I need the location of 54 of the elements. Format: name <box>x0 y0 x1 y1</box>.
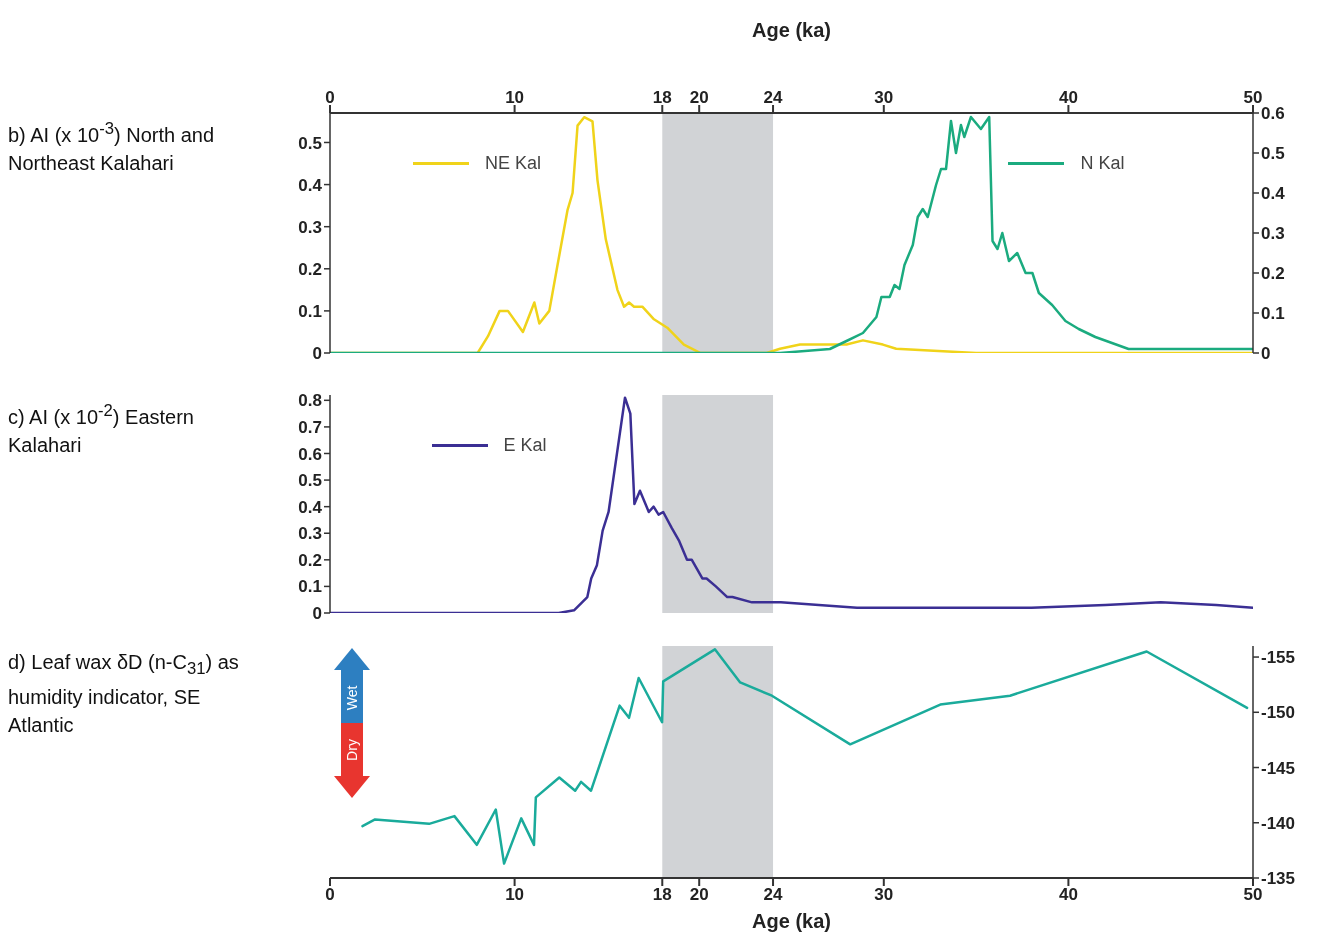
y-tick-label: 0.4 <box>298 497 323 517</box>
y-tick-label: 0.2 <box>298 550 322 570</box>
y2-tick-label: 0.6 <box>1261 104 1285 124</box>
text: c) AI (x 10$^{-2}$) Eastern Kalahari <box>8 401 194 456</box>
y2-tick-label: 0.1 <box>1261 304 1285 324</box>
y2-tick-label: 0.4 <box>1261 184 1286 204</box>
x-tick-label: 40 <box>1058 88 1078 107</box>
x-tick-label: 10 <box>505 88 525 107</box>
x-tick-label: 20 <box>689 885 709 905</box>
y-tick-label: 0.5 <box>298 471 322 491</box>
x-tick-label: 30 <box>874 88 894 107</box>
annotation: Wet <box>343 685 360 711</box>
y-tick-label: 0.3 <box>298 524 322 544</box>
y2-tick-label: 0.5 <box>1261 144 1285 164</box>
annotation: Dry <box>344 739 360 761</box>
x-axis-title: Age (ka) <box>752 19 831 42</box>
y2-tick-label: -145 <box>1261 758 1296 778</box>
line-series <box>361 648 1249 865</box>
y-tick-label: 0.6 <box>298 444 322 464</box>
legend-label: N Kal <box>1080 153 1125 174</box>
y-tick-label: 0.3 <box>298 217 322 237</box>
legend-label: E Kal <box>503 435 547 456</box>
x-tick-label: 0 <box>325 88 335 107</box>
y-tick-label: 0.8 <box>298 391 322 411</box>
y-tick-label: 0.5 <box>298 133 322 153</box>
x-tick-label: 50 <box>1243 88 1263 107</box>
legend-label: NE Kal <box>485 153 542 174</box>
y-tick-label: 0.4 <box>298 175 323 195</box>
y-axis-title: b) AI (x 10$^{-3}$) North and Northeast Kalahari <box>8 118 216 176</box>
y-tick-label: 0.2 <box>298 259 322 279</box>
x-tick-label: 10 <box>505 885 525 905</box>
y-tick-label: 0.1 <box>298 577 322 597</box>
x-axis-title: Age (ka) <box>752 910 831 932</box>
x-tick-label: 30 <box>874 885 894 905</box>
line-series <box>330 396 1253 613</box>
x-tick-label: 18 <box>652 88 672 107</box>
x-tick-label: 18 <box>652 885 672 905</box>
x-tick-label: 20 <box>689 88 709 107</box>
y2-tick-label: -140 <box>1261 813 1296 833</box>
y-tick-label: 0.1 <box>298 301 322 321</box>
y-tick-label: 0 <box>312 344 322 364</box>
y-tick-label: 0.7 <box>298 417 322 437</box>
y2-tick-label: -135 <box>1261 869 1296 889</box>
y2-tick-label: 0 <box>1261 344 1271 364</box>
y2-tick-label: -155 <box>1261 648 1296 668</box>
y2-tick-label: 0.2 <box>1261 264 1285 284</box>
x-tick-label: 40 <box>1058 885 1078 905</box>
y-axis-title: d) Leaf wax δD (n-C$_{31}$) as humidity indicator, SE Atlantic <box>8 650 240 738</box>
x-tick-label: 50 <box>1243 885 1263 905</box>
y-tick-label: 0 <box>312 604 322 624</box>
x-tick-label: 24 <box>763 88 784 107</box>
y2-tick-label: 0.3 <box>1261 224 1285 244</box>
x-tick-label: 24 <box>763 885 784 905</box>
y2-tick-label: -150 <box>1261 703 1296 723</box>
